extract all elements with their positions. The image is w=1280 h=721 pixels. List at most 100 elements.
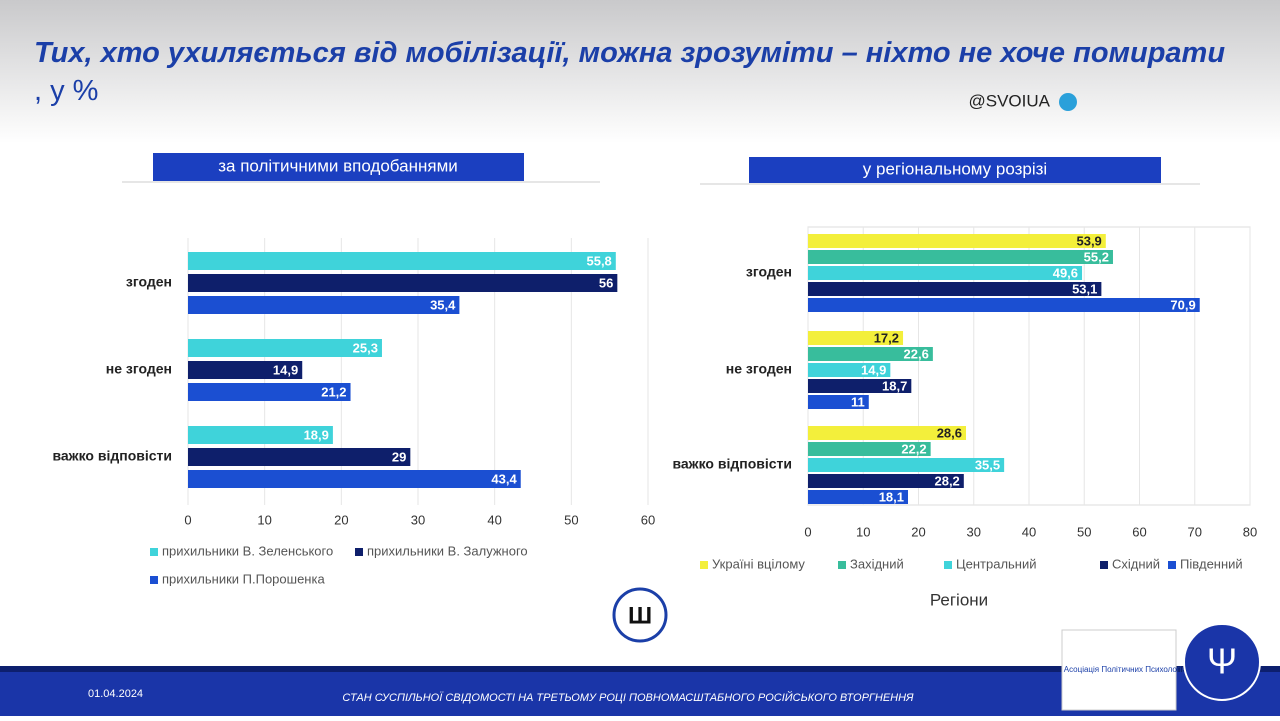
legend-swatch [838, 561, 846, 569]
legend-label: Центральний [956, 556, 1037, 571]
bar [808, 458, 1005, 472]
text: , у % [34, 75, 98, 107]
legend-swatch [700, 561, 708, 569]
bar [188, 361, 303, 379]
bar [188, 470, 521, 488]
logo-box [1061, 629, 1177, 711]
legend-swatch [944, 561, 952, 569]
x-tick-label: 40 [1022, 524, 1036, 539]
chart-header: у регіональному розрізі [863, 159, 1047, 178]
x-tick-label: 30 [411, 512, 425, 527]
x-tick-label: 60 [641, 512, 655, 527]
value-label: 70,9 [1170, 297, 1195, 312]
header-box [749, 157, 1161, 183]
value-label: 18,7 [882, 378, 907, 393]
value-label: 11 [851, 394, 865, 409]
bar [808, 490, 909, 504]
value-label: 14,9 [861, 362, 886, 377]
x-tick-label: 20 [334, 512, 348, 527]
value-label: 55,8 [586, 253, 611, 268]
value-label: 18,1 [879, 489, 904, 504]
x-tick-label: 10 [257, 512, 271, 527]
value-label: 22,6 [904, 346, 929, 361]
bar [188, 252, 616, 270]
footer-text: СТАН СУСПІЛЬНОЇ СВІДОМОСТІ НА ТРЕТЬОМУ Р… [342, 691, 914, 704]
bar [808, 250, 1113, 264]
value-label: 22,2 [901, 441, 926, 456]
bar [188, 296, 460, 314]
value-label: 35,4 [430, 297, 456, 312]
logo-text: Асоціація Політичних Психологів України [1064, 665, 1216, 674]
value-label: 35,5 [975, 457, 1000, 472]
text: Тих, хто ухиляється від мобілізації, мож… [34, 37, 1225, 69]
bar [808, 442, 931, 456]
legend-label: Україні вцілому [712, 556, 805, 571]
telegram-icon [1059, 93, 1077, 111]
category-label: важко відповісти [52, 448, 172, 464]
legend-swatch [150, 576, 158, 584]
bar [808, 363, 891, 377]
category-label: важко відповісти [672, 456, 792, 472]
value-label: 49,6 [1053, 265, 1078, 280]
x-tick-label: 50 [564, 512, 578, 527]
legend-label: Західний [850, 556, 904, 571]
header-box [153, 153, 524, 181]
legend-label: Східний [1112, 556, 1160, 571]
bar [808, 331, 904, 345]
x-tick-label: 60 [1132, 524, 1146, 539]
value-label: 29 [392, 449, 406, 464]
value-label: 28,6 [937, 425, 962, 440]
institute-mark: Ψ [1207, 641, 1237, 682]
bar [808, 426, 967, 440]
bar [808, 234, 1106, 248]
legend-label: прихильники В. Залужного [367, 543, 528, 558]
institute-logo [1183, 623, 1261, 701]
legend-label: прихильники П.Порошенка [162, 571, 325, 586]
logo [612, 587, 668, 643]
text: Асоціація Політичних Психологів України [1064, 665, 1216, 674]
legend-label: прихильники В. Зеленського [162, 543, 333, 558]
x-tick-label: 0 [804, 524, 811, 539]
footer-strip [0, 666, 1280, 672]
legend-label: Південний [1180, 556, 1243, 571]
legend-swatch [1168, 561, 1176, 569]
bar [808, 347, 933, 361]
x-tick-label: 10 [856, 524, 870, 539]
value-label: 43,4 [491, 471, 517, 486]
x-tick-label: 80 [1243, 524, 1257, 539]
category-label: не згоден [726, 361, 792, 377]
x-axis-label: Регіони [930, 590, 988, 609]
value-label: 53,9 [1076, 233, 1101, 248]
bar [808, 282, 1102, 296]
title-unit: , у % [34, 75, 98, 107]
value-label: 18,9 [304, 427, 329, 442]
value-label: 14,9 [273, 362, 298, 377]
bar [808, 266, 1083, 280]
bar [188, 426, 333, 444]
bar [188, 339, 382, 357]
x-tick-label: 20 [911, 524, 925, 539]
x-tick-label: 40 [487, 512, 501, 527]
x-tick-label: 50 [1077, 524, 1091, 539]
bar [808, 379, 912, 393]
value-label: 21,2 [321, 384, 346, 399]
bar [188, 274, 618, 292]
logo-mark: Ш [628, 602, 652, 629]
chart-header: за політичними вподобаннями [218, 156, 458, 175]
value-label: 25,3 [353, 340, 378, 355]
bar [188, 383, 351, 401]
legend-swatch [1100, 561, 1108, 569]
bar [188, 448, 411, 466]
x-tick-label: 70 [1188, 524, 1202, 539]
x-tick-label: 30 [967, 524, 981, 539]
footer-date: 01.04.2024 [88, 688, 143, 700]
value-label: 53,1 [1072, 281, 1097, 296]
value-label: 56 [599, 275, 613, 290]
category-label: згоден [126, 274, 172, 290]
bar [808, 395, 869, 409]
bar [808, 474, 964, 488]
value-label: 28,2 [934, 473, 959, 488]
legend-swatch [355, 548, 363, 556]
